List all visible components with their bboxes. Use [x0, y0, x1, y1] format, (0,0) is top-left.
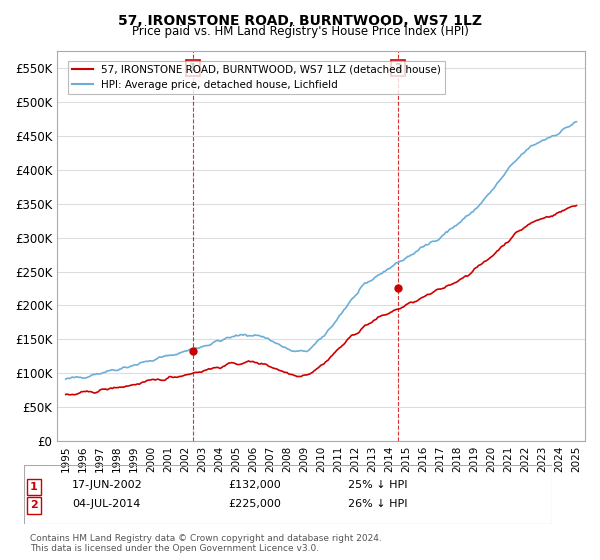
- Text: Contains HM Land Registry data © Crown copyright and database right 2024.
This d: Contains HM Land Registry data © Crown c…: [30, 534, 382, 553]
- Text: 25% ↓ HPI: 25% ↓ HPI: [348, 480, 407, 491]
- Legend: 57, IRONSTONE ROAD, BURNTWOOD, WS7 1LZ (detached house), HPI: Average price, det: 57, IRONSTONE ROAD, BURNTWOOD, WS7 1LZ (…: [68, 60, 445, 94]
- Text: 17-JUN-2002: 17-JUN-2002: [72, 480, 143, 491]
- Text: 04-JUL-2014: 04-JUL-2014: [72, 499, 140, 509]
- Text: 1: 1: [30, 482, 38, 492]
- Text: 57, IRONSTONE ROAD, BURNTWOOD, WS7 1LZ: 57, IRONSTONE ROAD, BURNTWOOD, WS7 1LZ: [118, 14, 482, 28]
- Text: 2: 2: [30, 501, 38, 511]
- Text: 26% ↓ HPI: 26% ↓ HPI: [348, 499, 407, 509]
- Text: Price paid vs. HM Land Registry's House Price Index (HPI): Price paid vs. HM Land Registry's House …: [131, 25, 469, 38]
- Text: 1: 1: [189, 63, 197, 73]
- Text: £132,000: £132,000: [228, 480, 281, 491]
- Text: 2: 2: [394, 63, 401, 73]
- Text: £225,000: £225,000: [228, 499, 281, 509]
